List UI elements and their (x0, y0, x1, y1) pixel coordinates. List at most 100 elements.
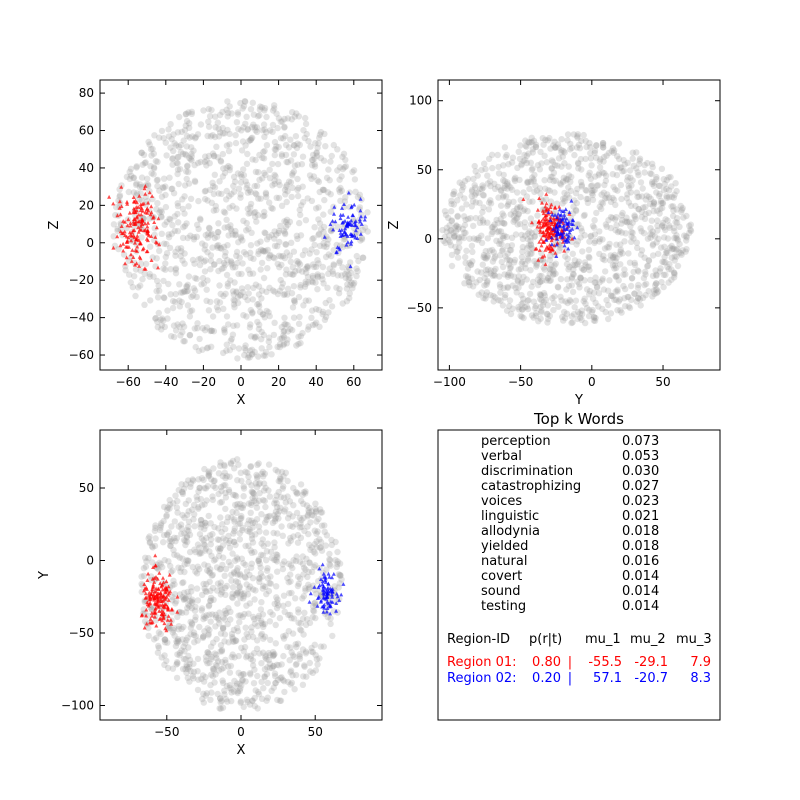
gray-point (265, 695, 271, 701)
gray-point (661, 244, 667, 250)
gray-point (191, 511, 197, 517)
gray-point (216, 178, 222, 184)
gray-point (311, 173, 317, 179)
word-label: linguistic (481, 509, 539, 524)
gray-point (325, 166, 331, 172)
gray-point (314, 153, 320, 159)
gray-point (243, 114, 249, 120)
gray-point (176, 523, 182, 529)
gray-point (168, 333, 174, 339)
gray-point (145, 625, 151, 631)
gray-point (217, 514, 223, 520)
gray-point (278, 523, 284, 529)
gray-point (603, 178, 609, 184)
gray-point (543, 196, 549, 202)
gray-point (212, 134, 218, 140)
gray-point (463, 248, 469, 254)
gray-point (266, 199, 272, 205)
gray-point (486, 156, 492, 162)
gray-point (623, 230, 629, 236)
gray-point (271, 320, 277, 326)
gray-point (296, 314, 302, 320)
gray-point (223, 217, 229, 223)
gray-point (534, 212, 540, 218)
gray-point (183, 111, 189, 117)
gray-point (186, 508, 192, 514)
gray-point (616, 140, 622, 146)
gray-point (244, 521, 250, 527)
gray-point (259, 329, 265, 335)
gray-point (268, 549, 274, 555)
y-tick-label: 50 (79, 481, 94, 495)
gray-point (281, 508, 287, 514)
gray-point (233, 231, 239, 237)
gray-point (341, 151, 347, 157)
gray-point (263, 191, 269, 197)
gray-point (651, 208, 657, 214)
gray-point (252, 190, 258, 196)
gray-point (300, 682, 306, 688)
gray-point (300, 154, 306, 160)
gray-point (282, 321, 288, 327)
gray-point (290, 485, 296, 491)
gray-point (228, 191, 234, 197)
gray-point (250, 490, 256, 496)
gray-point (185, 302, 191, 308)
gray-point (571, 271, 577, 277)
gray-point (164, 315, 170, 321)
gray-point (263, 114, 269, 120)
gray-point (258, 540, 264, 546)
gray-point (310, 670, 316, 676)
gray-point (465, 216, 471, 222)
gray-point (165, 281, 171, 287)
gray-point (307, 519, 313, 525)
gray-point (581, 277, 587, 283)
gray-point (256, 322, 262, 328)
gray-point (630, 156, 636, 162)
gray-point (605, 302, 611, 308)
gray-point (184, 143, 190, 149)
gray-point (210, 465, 216, 471)
gray-point (306, 509, 312, 515)
gray-point (240, 166, 246, 172)
gray-point (655, 251, 661, 257)
gray-point (626, 219, 632, 225)
gray-point (176, 281, 182, 287)
gray-point (198, 121, 204, 127)
gray-point (254, 301, 260, 307)
gray-point (201, 628, 207, 634)
gray-point (219, 109, 225, 115)
gray-point (243, 178, 249, 184)
gray-point (626, 303, 632, 309)
gray-point (253, 218, 259, 224)
gray-point (588, 233, 594, 239)
y-axis-label: Z (387, 220, 402, 229)
gray-point (673, 254, 679, 260)
gray-point (606, 244, 612, 250)
gray-point (221, 688, 227, 694)
gray-point (582, 212, 588, 218)
gray-point (498, 241, 504, 247)
gray-point (185, 203, 191, 209)
gray-point (301, 664, 307, 670)
gray-point (574, 279, 580, 285)
gray-point (216, 282, 222, 288)
gray-point (329, 303, 335, 309)
gray-point (327, 158, 333, 164)
gray-point (324, 285, 330, 291)
gray-point (188, 584, 194, 590)
gray-point (253, 472, 259, 478)
gray-point (229, 550, 235, 556)
gray-point (224, 272, 230, 278)
gray-point (327, 621, 333, 627)
gray-point (449, 263, 455, 269)
gray-point (159, 128, 165, 134)
gray-point (231, 519, 237, 525)
gray-point (239, 260, 245, 266)
gray-point (480, 262, 486, 268)
gray-point (279, 284, 285, 290)
gray-point (187, 332, 193, 338)
gray-point (186, 134, 192, 140)
gray-point (359, 236, 365, 242)
gray-point (296, 220, 302, 226)
